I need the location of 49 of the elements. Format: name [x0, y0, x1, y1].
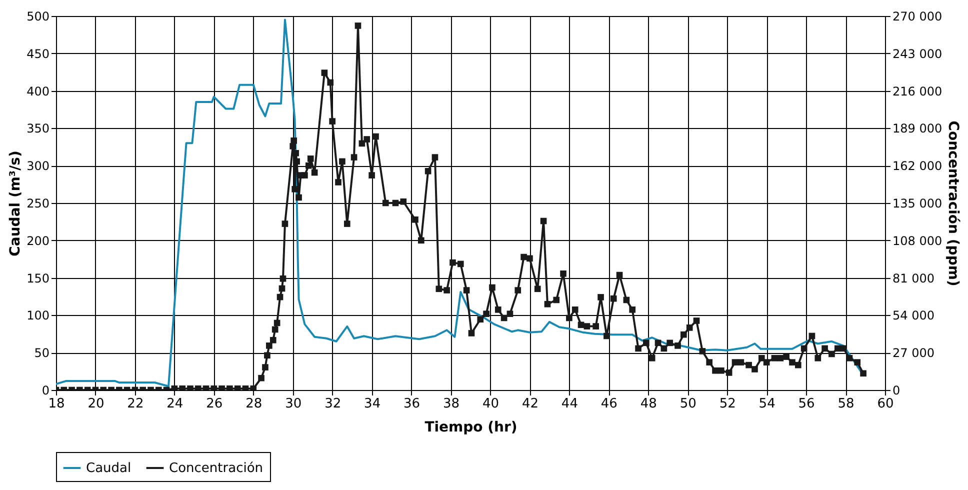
x-tick-label: 44: [561, 396, 578, 412]
x-tick-label: 58: [838, 396, 854, 412]
x-tick-label: 60: [877, 396, 894, 412]
y-tick-label: 300: [26, 159, 50, 174]
y-tick-label: 50: [34, 346, 50, 360]
legend-label: Concentración: [169, 461, 264, 476]
y2-tick-label: 81 000: [892, 271, 934, 286]
y2-axis-title: Concentración (ppm): [945, 120, 962, 286]
x-tick-label: 48: [640, 396, 657, 412]
x-axis-title: Tiempo (hr): [424, 420, 518, 436]
legend-label: Caudal: [86, 461, 132, 476]
x-tick-label: 34: [364, 396, 381, 412]
x-tick-label: 30: [285, 396, 302, 412]
y2-tick-label: 243 000: [892, 46, 942, 61]
y2-tick-label: 54 000: [892, 308, 934, 323]
x-tick-label: 28: [246, 396, 262, 412]
y-tick-label: 200: [26, 234, 50, 248]
x-tick-label: 54: [758, 396, 776, 412]
y-tick-label: 150: [26, 271, 50, 286]
y2-tick-label: 162 000: [892, 159, 942, 174]
x-tick-label: 20: [88, 396, 104, 412]
x-tick-label: 40: [482, 396, 500, 412]
x-tick-label: 32: [324, 396, 342, 412]
x-tick-label: 24: [166, 396, 184, 412]
y-axis-title: Caudal (m³/s): [8, 150, 24, 256]
y2-tick-label: 0: [892, 384, 900, 398]
y-tick-label: 0: [42, 384, 50, 398]
x-tick-label: 36: [404, 396, 420, 412]
y2-tick-label: 135 000: [892, 196, 942, 210]
x-tick-label: 50: [680, 396, 696, 412]
y2-tick-label: 27 000: [892, 346, 934, 360]
x-tick-label: 22: [127, 396, 144, 412]
y2-tick-label: 189 000: [892, 122, 942, 136]
y2-tick-label: 270 000: [892, 10, 942, 24]
y-tick-label: 350: [26, 122, 50, 136]
x-tick-label: 56: [798, 396, 815, 412]
y-tick-label: 450: [26, 46, 50, 61]
y2-tick-label: 216 000: [892, 84, 942, 98]
y-tick-label: 400: [26, 84, 50, 98]
y2-tick-label: 108 000: [892, 234, 942, 248]
y-tick-label: 100: [26, 308, 50, 323]
x-tick-label: 18: [48, 396, 65, 412]
y-tick-label: 250: [26, 196, 50, 210]
y-tick-label: 500: [26, 10, 50, 24]
x-tick-label: 26: [206, 396, 223, 412]
x-tick-label: 52: [719, 396, 736, 412]
x-tick-label: 42: [522, 396, 538, 412]
x-tick-label: 46: [600, 396, 618, 412]
x-tick-label: 38: [442, 396, 460, 412]
